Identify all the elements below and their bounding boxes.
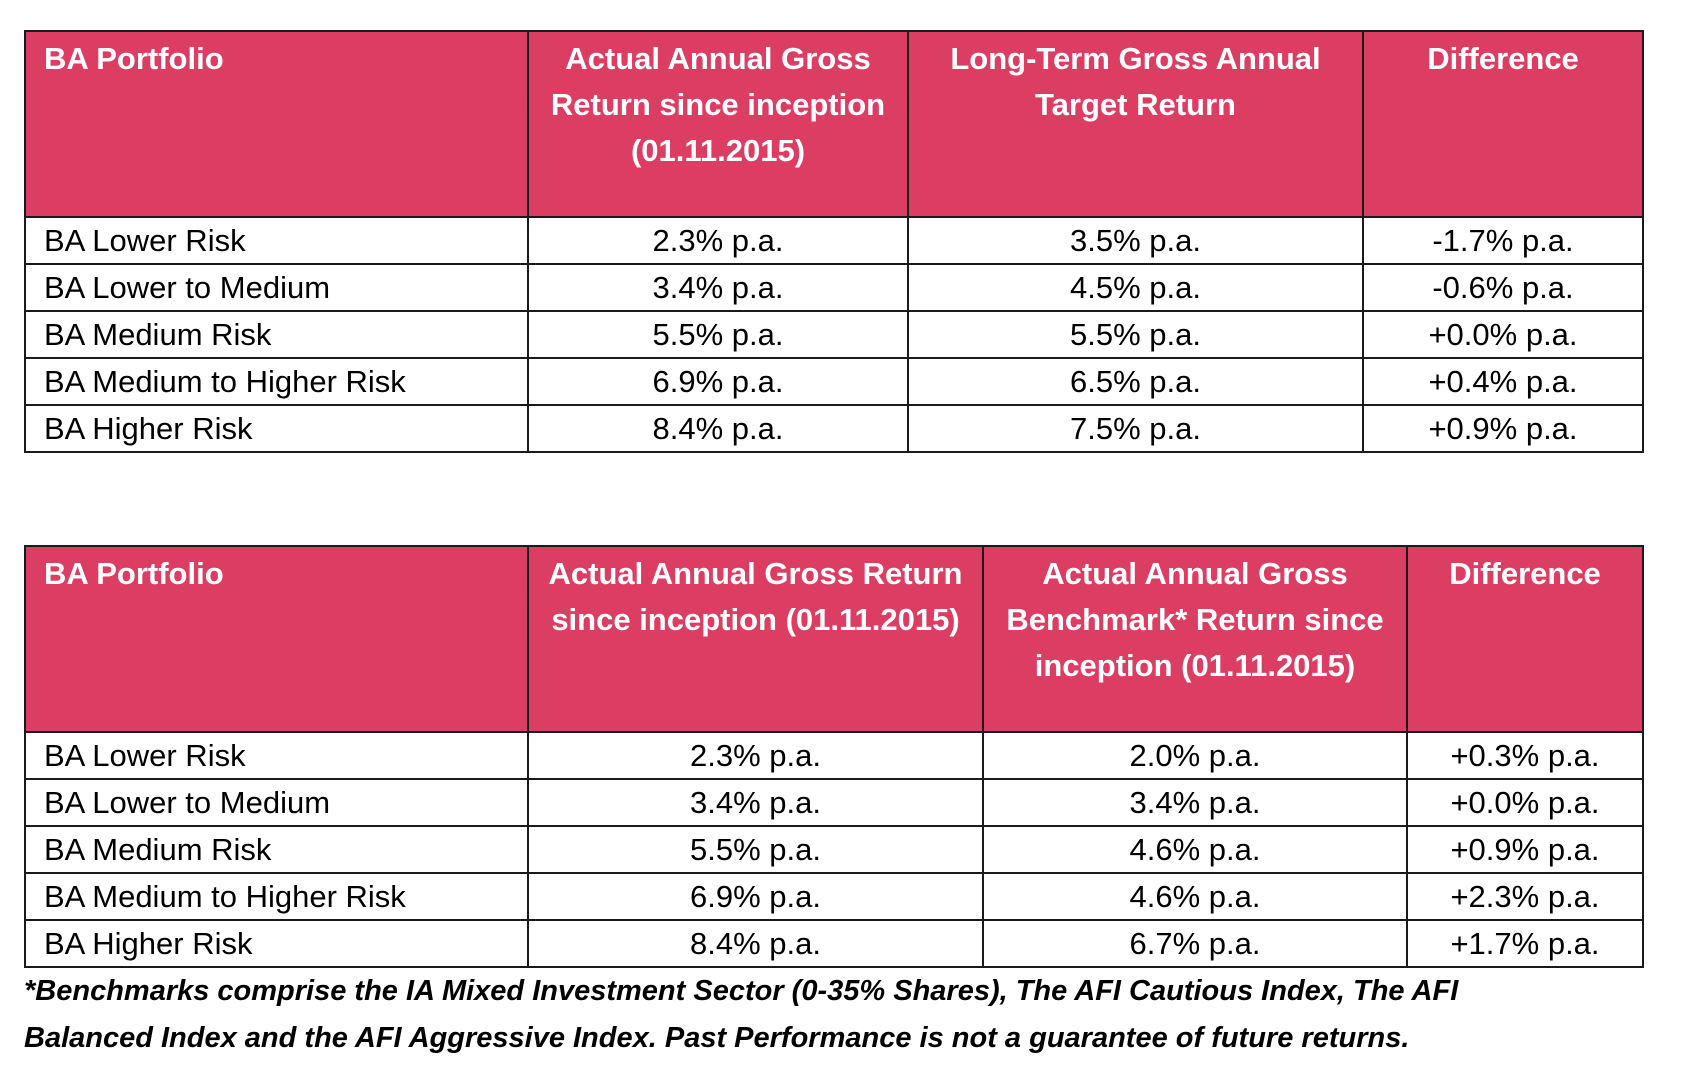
table-row: BA Medium to Higher Risk 6.9% p.a. 4.6% … <box>24 872 1644 921</box>
benchmark-footnote: *Benchmarks comprise the IA Mixed Invest… <box>24 968 1654 1062</box>
difference: +1.7% p.a. <box>1406 919 1644 968</box>
header-target-return: Long-Term Gross Annual Target Return <box>907 30 1364 218</box>
target-return: 4.5% p.a. <box>907 263 1364 312</box>
target-return: 7.5% p.a. <box>907 404 1364 453</box>
actual-return: 3.4% p.a. <box>527 778 984 827</box>
difference: +0.0% p.a. <box>1406 778 1644 827</box>
difference: +0.9% p.a. <box>1362 404 1644 453</box>
actual-return: 6.9% p.a. <box>527 872 984 921</box>
difference: +0.4% p.a. <box>1362 357 1644 406</box>
portfolio-name: BA Lower Risk <box>24 216 529 265</box>
header-benchmark-return: Actual Annual Gross Benchmark* Return si… <box>982 545 1408 733</box>
table-row: BA Medium Risk 5.5% p.a. 5.5% p.a. +0.0%… <box>24 310 1644 359</box>
portfolio-name: BA Higher Risk <box>24 919 529 968</box>
table-row: BA Higher Risk 8.4% p.a. 7.5% p.a. +0.9%… <box>24 404 1644 453</box>
target-return-table: BA Portfolio Actual Annual Gross Return … <box>24 30 1644 453</box>
benchmark-return: 4.6% p.a. <box>982 825 1408 874</box>
actual-return: 5.5% p.a. <box>527 825 984 874</box>
benchmark-return: 2.0% p.a. <box>982 731 1408 780</box>
portfolio-name: BA Lower to Medium <box>24 263 529 312</box>
portfolio-name: BA Lower to Medium <box>24 778 529 827</box>
table-row: BA Lower Risk 2.3% p.a. 2.0% p.a. +0.3% … <box>24 731 1644 780</box>
target-return: 3.5% p.a. <box>907 216 1364 265</box>
difference: -0.6% p.a. <box>1362 263 1644 312</box>
header-difference: Difference <box>1362 30 1644 218</box>
header-actual-return: Actual Annual Gross Return since incepti… <box>527 30 909 218</box>
actual-return: 2.3% p.a. <box>527 216 909 265</box>
header-actual-return: Actual Annual Gross Return since incepti… <box>527 545 984 733</box>
benchmark-return-table: BA Portfolio Actual Annual Gross Return … <box>24 545 1644 968</box>
table-row: BA Medium to Higher Risk 6.9% p.a. 6.5% … <box>24 357 1644 406</box>
actual-return: 8.4% p.a. <box>527 404 909 453</box>
actual-return: 3.4% p.a. <box>527 263 909 312</box>
portfolio-name: BA Medium to Higher Risk <box>24 872 529 921</box>
table-header-row: BA Portfolio Actual Annual Gross Return … <box>24 545 1644 733</box>
header-difference: Difference <box>1406 545 1644 733</box>
target-return: 5.5% p.a. <box>907 310 1364 359</box>
difference: +0.0% p.a. <box>1362 310 1644 359</box>
difference: +0.9% p.a. <box>1406 825 1644 874</box>
difference: +0.3% p.a. <box>1406 731 1644 780</box>
header-portfolio: BA Portfolio <box>24 30 529 218</box>
portfolio-name: BA Higher Risk <box>24 404 529 453</box>
actual-return: 6.9% p.a. <box>527 357 909 406</box>
footnote-line: Balanced Index and the AFI Aggressive In… <box>24 1022 1410 1054</box>
portfolio-name: BA Lower Risk <box>24 731 529 780</box>
footnote-line: *Benchmarks comprise the IA Mixed Invest… <box>24 975 1459 1007</box>
table-row: BA Lower to Medium 3.4% p.a. 3.4% p.a. +… <box>24 778 1644 827</box>
actual-return: 5.5% p.a. <box>527 310 909 359</box>
table-row: BA Medium Risk 5.5% p.a. 4.6% p.a. +0.9%… <box>24 825 1644 874</box>
benchmark-return: 3.4% p.a. <box>982 778 1408 827</box>
table-header-row: BA Portfolio Actual Annual Gross Return … <box>24 30 1644 218</box>
target-return: 6.5% p.a. <box>907 357 1364 406</box>
benchmark-return: 4.6% p.a. <box>982 872 1408 921</box>
portfolio-name: BA Medium to Higher Risk <box>24 357 529 406</box>
portfolio-name: BA Medium Risk <box>24 825 529 874</box>
difference: -1.7% p.a. <box>1362 216 1644 265</box>
difference: +2.3% p.a. <box>1406 872 1644 921</box>
table-row: BA Lower Risk 2.3% p.a. 3.5% p.a. -1.7% … <box>24 216 1644 265</box>
header-portfolio: BA Portfolio <box>24 545 529 733</box>
benchmark-return: 6.7% p.a. <box>982 919 1408 968</box>
actual-return: 2.3% p.a. <box>527 731 984 780</box>
portfolio-name: BA Medium Risk <box>24 310 529 359</box>
table-row: BA Lower to Medium 3.4% p.a. 4.5% p.a. -… <box>24 263 1644 312</box>
table-row: BA Higher Risk 8.4% p.a. 6.7% p.a. +1.7%… <box>24 919 1644 968</box>
actual-return: 8.4% p.a. <box>527 919 984 968</box>
